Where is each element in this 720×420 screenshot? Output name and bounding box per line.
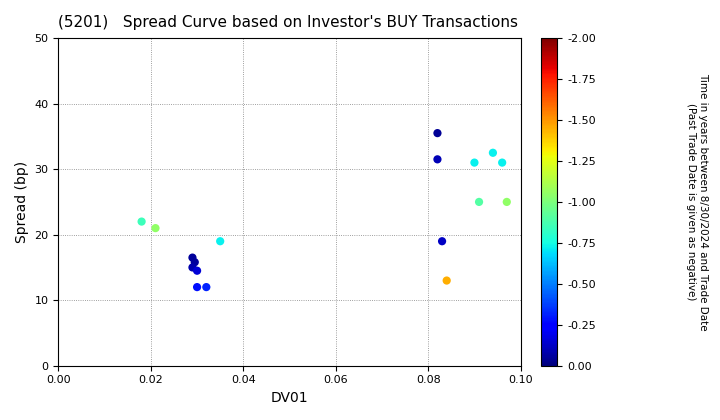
Point: [441, 277, 452, 284]
Point: [469, 159, 480, 166]
Point: [201, 284, 212, 291]
Point: [192, 284, 203, 291]
Point: [136, 218, 148, 225]
Point: [501, 199, 513, 205]
Point: [432, 130, 444, 136]
Point: [186, 264, 198, 271]
X-axis label: DV01: DV01: [271, 391, 308, 405]
Text: (5201)   Spread Curve based on Investor's BUY Transactions: (5201) Spread Curve based on Investor's …: [58, 15, 518, 30]
Point: [186, 254, 198, 261]
Y-axis label: Spread (bp): Spread (bp): [15, 161, 29, 243]
Point: [189, 259, 201, 265]
Point: [487, 150, 499, 156]
Point: [150, 225, 161, 231]
Point: [215, 238, 226, 244]
Point: [436, 238, 448, 244]
Point: [473, 199, 485, 205]
Point: [192, 268, 203, 274]
Y-axis label: Time in years between 8/30/2024 and Trade Date
(Past Trade Date is given as nega: Time in years between 8/30/2024 and Trad…: [686, 73, 708, 331]
Point: [496, 159, 508, 166]
Point: [432, 156, 444, 163]
